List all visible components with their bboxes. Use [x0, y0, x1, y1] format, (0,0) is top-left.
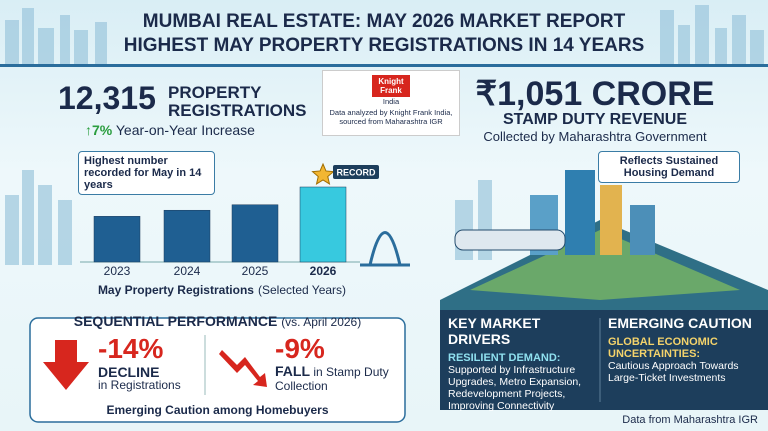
x-tick-label: 2023 — [104, 264, 131, 278]
record-star — [311, 162, 335, 185]
source-badge: Knight Frank India Data analyzed by Knig… — [322, 70, 460, 136]
seq-footer: Emerging Caution among Homebuyers — [106, 403, 329, 417]
seq-label: DECLINE — [98, 364, 160, 380]
panel-text: Supported by Infrastructure Upgrades, Me… — [448, 364, 582, 412]
callout: Highest number recorded for May in 14 ye… — [78, 151, 215, 195]
panel-text: Cautious Approach Towards Large-Ticket I… — [608, 360, 739, 384]
seq-title-note: (vs. April 2026) — [281, 315, 362, 329]
x-label-main: May Property Registrations — [98, 283, 254, 297]
drivers: KEY MARKET DRIVERS RESILIENT DEMAND: Sup… — [448, 315, 596, 412]
stamp-label: STAMP DUTY REVENUE — [502, 111, 688, 128]
x-axis-label: May Property Registrations (Selected Year… — [98, 283, 346, 297]
brand: Knight Frank — [372, 75, 410, 97]
seq-fall: FALL in Stamp Duty Collection — [275, 364, 395, 393]
seq-title-main: SEQUENTIAL PERFORMANCE — [73, 313, 278, 329]
x-tick-label: 2024 — [174, 264, 201, 278]
registrations-label: PROPERTY REGISTRATIONS — [168, 83, 307, 120]
seq-detail: in Stamp Duty Collection — [275, 365, 389, 393]
bar — [163, 209, 211, 263]
seq-value: -14% — [98, 333, 164, 364]
seq-value: -9% — [275, 333, 325, 364]
title-line: HIGHEST MAY PROPERTY REGISTRATIONS IN 14… — [123, 35, 645, 56]
source-note: Data analyzed by Knight Frank India, sou… — [329, 108, 453, 126]
x-tick-label: 2026 — [310, 264, 337, 278]
bar — [231, 204, 279, 263]
caution: EMERGING CAUTION GLOBAL ECONOMIC UNCERTA… — [608, 315, 763, 384]
yoy-label: Year-on-Year Increase — [115, 122, 255, 138]
seq-title: SEQUENTIAL PERFORMANCE (vs. April 2026) — [30, 313, 405, 329]
bar — [299, 186, 347, 263]
stamp-amount: ₹1,051 CRORE — [475, 75, 715, 113]
footer: Data from Maharashtra IGR — [622, 414, 758, 426]
yoy-change: 7% — [92, 122, 113, 138]
panel-title: EMERGING CAUTION — [608, 315, 752, 331]
country: India — [382, 97, 400, 106]
title-line: MUMBAI REAL ESTATE: MAY 2026 MARKET REPO… — [142, 11, 626, 32]
callout: Reflects Sustained Housing Demand — [598, 151, 740, 183]
panel-heading: GLOBAL ECONOMIC UNCERTAINTIES: — [608, 336, 718, 360]
yoy: ↑7% Year-on-Year Increase — [85, 122, 255, 138]
registrations-number: 12,315 — [58, 80, 156, 116]
record-tag — [333, 165, 379, 179]
title: MUMBAI REAL ESTATE: MAY 2026 MARKET REPO… — [0, 10, 768, 58]
seq-label: FALL — [275, 363, 310, 379]
x-tick-label: 2025 — [242, 264, 269, 278]
bar — [93, 216, 141, 263]
stamp-sub: Collected by Maharashtra Government — [483, 129, 707, 144]
seq-detail: in Registrations — [98, 378, 181, 392]
x-label-note: (Selected Years) — [258, 283, 346, 297]
chart: 2023 2024 2025 2026 RECORD May Property Regis… — [80, 162, 379, 297]
panel-heading: RESILIENT DEMAND: — [448, 352, 561, 364]
record-label: RECORD — [336, 168, 376, 178]
panel-title: KEY MARKET DRIVERS — [448, 315, 541, 347]
